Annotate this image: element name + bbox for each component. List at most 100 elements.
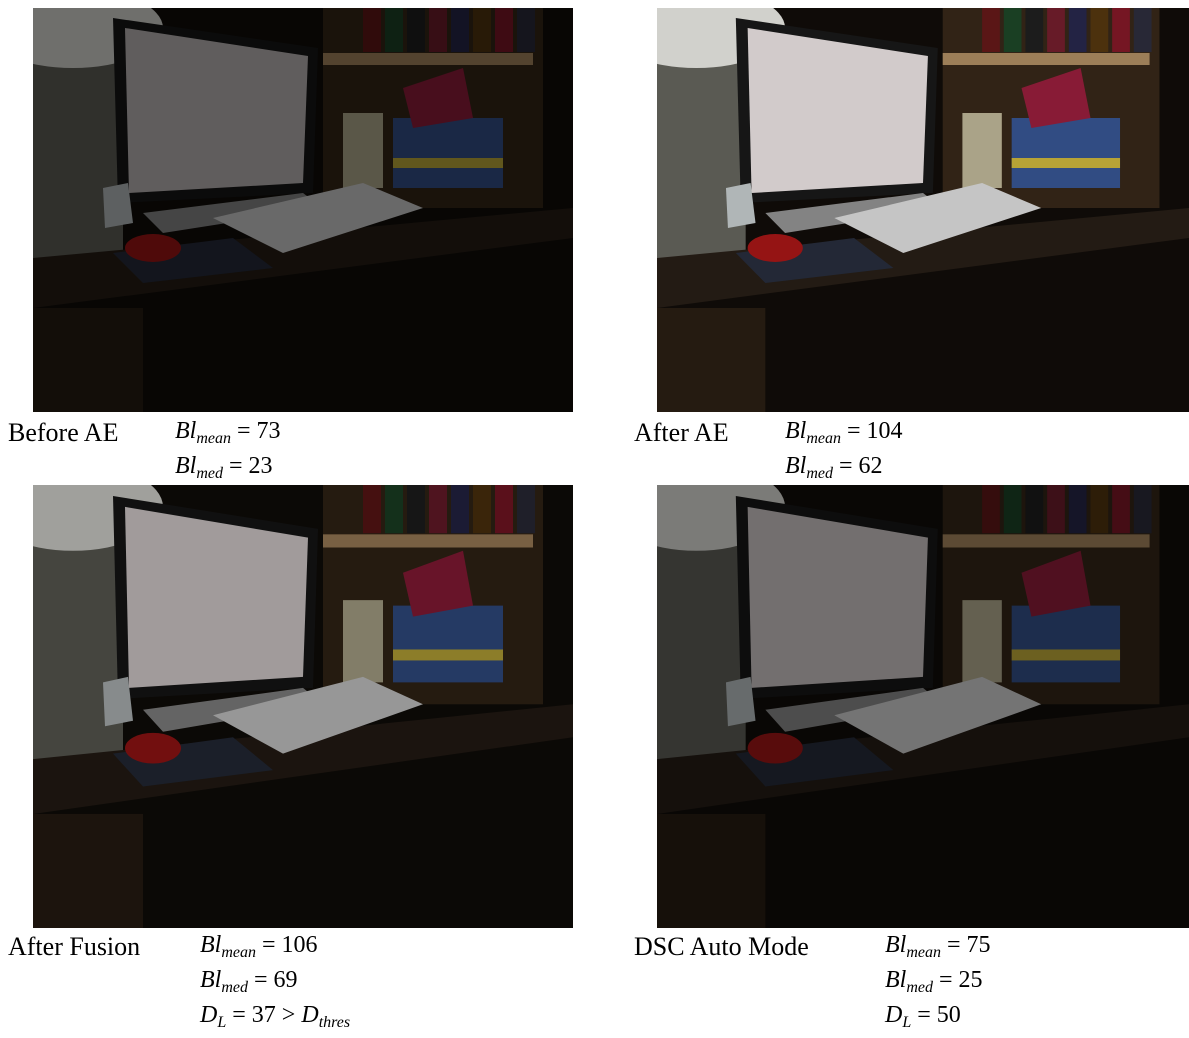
- value: 50: [936, 1002, 961, 1028]
- metric-line: Blmed = 23: [175, 453, 273, 483]
- book: [363, 485, 381, 534]
- subscript: med: [906, 979, 933, 996]
- panel-label: DSC Auto Mode: [634, 932, 809, 961]
- metric-line: Blmean = 104: [785, 418, 903, 448]
- value: 62: [858, 453, 883, 479]
- panel-label: Before AE: [8, 418, 119, 447]
- book: [495, 485, 513, 534]
- value: 69: [273, 967, 298, 993]
- subscript: mean: [806, 430, 841, 447]
- magazine: [403, 550, 473, 617]
- subscript: L: [902, 1014, 912, 1031]
- shadow: [657, 485, 1189, 928]
- monitor-screen: [747, 28, 928, 193]
- symbol: D: [200, 1002, 218, 1028]
- symbol: Bl: [175, 453, 197, 479]
- metric-line: Blmean = 106: [200, 932, 318, 962]
- metric-line: Blmed = 69: [200, 967, 298, 997]
- symbol: Bl: [200, 932, 222, 958]
- panel-label: After Fusion: [8, 932, 141, 961]
- value: 104: [866, 418, 903, 444]
- magazine: [1021, 68, 1091, 128]
- book-stack: [393, 605, 503, 683]
- relation: =: [946, 932, 961, 958]
- subscript: L: [217, 1014, 227, 1031]
- subscript: med: [196, 465, 223, 482]
- book: [517, 485, 535, 534]
- subscript: med: [221, 979, 248, 996]
- book: [473, 485, 491, 534]
- shadow: [33, 485, 573, 928]
- metric-line: Blmed = 25: [885, 967, 983, 997]
- book: [429, 485, 447, 534]
- mouse: [125, 732, 181, 764]
- relation: =: [232, 1002, 246, 1028]
- crystal: [725, 183, 756, 228]
- monitor-screen: [125, 506, 308, 688]
- metric-line: Blmean = 73: [175, 418, 281, 448]
- shadow: [33, 8, 573, 412]
- comparison: >: [281, 1002, 296, 1028]
- panel-label: After AE: [634, 418, 729, 447]
- relation: =: [253, 967, 268, 993]
- relation: =: [236, 418, 251, 444]
- book: [451, 485, 469, 534]
- symbol: Bl: [885, 932, 907, 958]
- symbol: D: [885, 1002, 903, 1028]
- photo: [657, 8, 1189, 412]
- calendar: [962, 113, 1002, 188]
- book: [385, 485, 403, 534]
- drawer: [657, 308, 766, 412]
- relation: =: [228, 453, 243, 479]
- photo: [33, 485, 573, 928]
- subscript: thres: [318, 1014, 351, 1031]
- book: [1068, 8, 1087, 52]
- relation: =: [838, 453, 853, 479]
- mouse: [747, 234, 803, 262]
- shelf-board: [323, 534, 533, 548]
- relation: =: [938, 967, 953, 993]
- book-stack: [1011, 158, 1121, 168]
- value: 106: [281, 932, 318, 958]
- book-stack: [393, 649, 503, 661]
- desk: [657, 208, 1189, 308]
- metric-line: Blmed = 62: [785, 453, 883, 483]
- shadow: [657, 8, 1189, 412]
- shelf-board: [942, 53, 1150, 65]
- book-stack: [1011, 118, 1121, 188]
- symbol: Bl: [200, 967, 222, 993]
- metric-line: DL = 50: [885, 1002, 961, 1032]
- subscript: mean: [196, 430, 231, 447]
- value: 23: [248, 453, 273, 479]
- subscript: mean: [906, 944, 941, 961]
- book: [407, 485, 425, 534]
- value: 75: [966, 932, 991, 958]
- symbol: Bl: [175, 418, 197, 444]
- subscript: med: [806, 465, 833, 482]
- symbol: D: [301, 1002, 319, 1028]
- desk: [33, 704, 573, 814]
- value: 73: [256, 418, 281, 444]
- book: [1003, 8, 1022, 52]
- metric-line: DL = 37 > Dthres: [200, 1002, 350, 1032]
- book: [1112, 8, 1130, 52]
- relation: =: [917, 1002, 931, 1028]
- book: [1133, 8, 1152, 52]
- drawer: [33, 813, 143, 928]
- value: 25: [958, 967, 983, 993]
- relation: =: [261, 932, 276, 958]
- book: [1090, 8, 1109, 52]
- relation: =: [846, 418, 861, 444]
- symbol: Bl: [785, 418, 807, 444]
- paper: [213, 676, 423, 754]
- symbol: Bl: [885, 967, 907, 993]
- book: [1025, 8, 1044, 52]
- metric-line: Blmean = 75: [885, 932, 991, 962]
- book: [982, 8, 1000, 52]
- photo: [657, 485, 1189, 928]
- symbol: Bl: [785, 453, 807, 479]
- value: 37: [251, 1002, 276, 1028]
- paper: [834, 183, 1042, 253]
- book: [1047, 8, 1065, 52]
